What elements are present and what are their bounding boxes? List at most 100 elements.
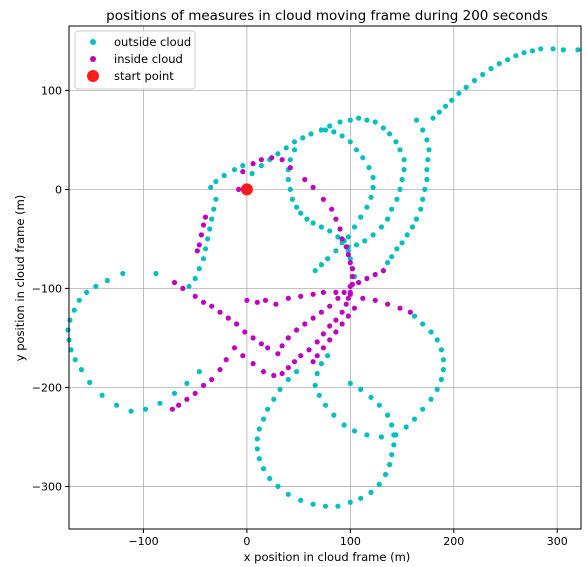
point-outside-cloud	[368, 194, 374, 200]
point-outside-cloud	[389, 452, 395, 458]
y-tick-label: −300	[32, 480, 62, 493]
point-inside-cloud	[302, 176, 308, 183]
point-outside-cloud	[294, 204, 300, 210]
x-tick-label: −100	[128, 535, 158, 548]
point-inside-cloud	[310, 315, 316, 321]
point-outside-cloud	[294, 369, 300, 375]
point-outside-cloud	[413, 117, 420, 123]
point-outside-cloud	[471, 77, 478, 84]
point-inside-cloud	[349, 266, 355, 272]
point-outside-cloud	[283, 145, 289, 151]
point-inside-cloud	[285, 335, 291, 341]
point-outside-cloud	[231, 167, 238, 173]
point-outside-cloud	[372, 119, 378, 125]
point-outside-cloud	[362, 238, 368, 244]
point-outside-cloud	[430, 115, 436, 121]
legend-marker-inside-cloud	[90, 56, 96, 62]
point-inside-cloud	[335, 295, 341, 301]
point-inside-cloud	[287, 165, 293, 171]
point-inside-cloud	[265, 345, 271, 351]
point-outside-cloud	[440, 367, 446, 373]
point-outside-cloud	[366, 165, 372, 171]
point-outside-cloud	[409, 224, 415, 230]
point-inside-cloud	[397, 305, 403, 311]
point-outside-cloud	[394, 196, 400, 202]
point-outside-cloud	[339, 133, 345, 139]
point-outside-cloud	[385, 260, 391, 266]
point-outside-cloud	[368, 394, 374, 400]
point-outside-cloud	[265, 406, 271, 412]
point-inside-cloud	[347, 291, 353, 297]
point-outside-cloud	[271, 396, 277, 402]
point-outside-cloud	[196, 369, 202, 375]
point-inside-cloud	[184, 396, 190, 402]
point-outside-cloud	[424, 137, 430, 143]
point-inside-cloud	[339, 321, 345, 327]
point-outside-cloud	[310, 220, 316, 226]
point-outside-cloud	[399, 176, 405, 183]
point-outside-cloud	[463, 84, 469, 90]
point-inside-cloud	[310, 291, 316, 297]
point-inside-cloud	[169, 406, 175, 412]
point-outside-cloud	[345, 248, 351, 254]
point-outside-cloud	[335, 234, 341, 240]
point-outside-cloud	[308, 131, 314, 137]
point-inside-cloud	[372, 271, 378, 278]
point-inside-cloud	[329, 206, 335, 212]
point-inside-cloud	[372, 297, 378, 303]
point-inside-cloud	[194, 248, 200, 254]
chart-title: positions of measures in cloud moving fr…	[106, 8, 548, 24]
point-outside-cloud	[184, 380, 190, 386]
point-inside-cloud	[279, 157, 285, 163]
point-outside-cloud	[318, 224, 324, 230]
point-outside-cloud	[213, 178, 219, 185]
point-inside-cloud	[347, 283, 353, 289]
point-outside-cloud	[353, 147, 360, 153]
point-outside-cloud	[550, 46, 556, 52]
point-inside-cloud	[231, 345, 238, 351]
point-outside-cloud	[71, 307, 77, 313]
point-outside-cloud	[249, 170, 255, 177]
point-outside-cloud	[285, 176, 291, 183]
point-inside-cloud	[314, 353, 320, 359]
point-outside-cloud	[285, 491, 291, 497]
point-outside-cloud	[370, 232, 376, 238]
point-outside-cloud	[209, 216, 215, 222]
point-inside-cloud	[349, 273, 355, 280]
point-outside-cloud	[370, 174, 376, 181]
point-inside-cloud	[285, 295, 291, 301]
point-inside-cloud	[250, 335, 256, 341]
point-outside-cloud	[72, 357, 78, 363]
point-inside-cloud	[223, 357, 229, 363]
point-outside-cloud	[434, 386, 440, 392]
point-inside-cloud	[285, 365, 291, 371]
point-outside-cloud	[310, 501, 316, 507]
point-outside-cloud	[538, 46, 544, 52]
point-outside-cloud	[256, 426, 262, 432]
point-outside-cloud	[425, 157, 431, 163]
point-outside-cloud	[300, 135, 306, 141]
point-inside-cloud	[294, 327, 300, 333]
point-outside-cloud	[68, 347, 74, 353]
point-inside-cloud	[262, 297, 269, 303]
point-outside-cloud	[99, 392, 105, 398]
point-outside-cloud	[380, 125, 386, 131]
point-inside-cloud	[225, 315, 231, 321]
point-outside-cloud	[387, 131, 393, 137]
point-inside-cloud	[234, 321, 240, 327]
point-outside-cloud	[521, 50, 527, 56]
point-outside-cloud	[411, 313, 418, 319]
point-inside-cloud	[180, 285, 186, 291]
point-inside-cloud	[351, 305, 358, 311]
point-outside-cloud	[153, 270, 159, 277]
point-outside-cloud	[391, 442, 397, 448]
point-outside-cloud	[120, 270, 126, 277]
point-outside-cloud	[428, 396, 434, 402]
point-inside-cloud	[240, 169, 246, 175]
point-inside-cloud	[310, 359, 316, 365]
y-tick-label: 0	[55, 183, 62, 196]
point-inside-cloud	[320, 345, 326, 351]
point-outside-cloud	[449, 97, 455, 103]
point-outside-cloud	[304, 216, 310, 222]
point-inside-cloud	[254, 299, 260, 305]
